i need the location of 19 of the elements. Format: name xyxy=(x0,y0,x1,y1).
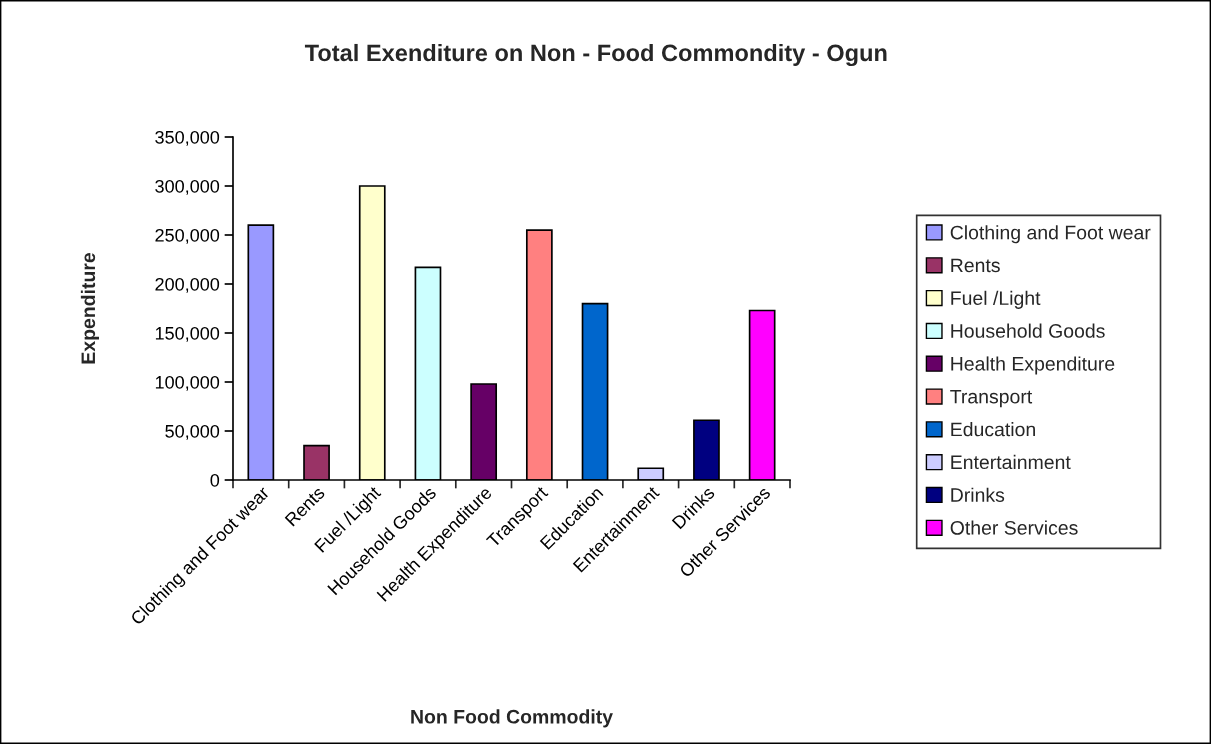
legend-label: Transport xyxy=(950,389,1033,408)
legend-label: Rents xyxy=(951,258,1000,273)
x-axis-title: Non Food Commodity xyxy=(411,709,613,728)
legend-label: Clothing and Foot wear xyxy=(950,225,1151,244)
legend-label: Entertainment xyxy=(951,454,1071,470)
y-tick-label: 250,000 xyxy=(155,228,220,244)
legend-label: Education xyxy=(951,422,1035,437)
y-tick-label: 350,000 xyxy=(155,130,220,146)
y-tick-label: 0 xyxy=(210,473,220,487)
y-tick-label: 300,000 xyxy=(155,179,220,195)
legend-label: Health Expenditure xyxy=(951,356,1115,375)
y-tick-label: 150,000 xyxy=(155,326,220,342)
y-tick-label: 50,000 xyxy=(165,424,220,440)
y-tick-label: 200,000 xyxy=(155,277,220,293)
legend-label: Household Goods xyxy=(951,323,1105,338)
y-tick-label: 100,000 xyxy=(155,375,220,391)
legend-label: Fuel /Light xyxy=(951,290,1041,309)
chart-title: Total Exenditure on Non - Food Commondity - Ogun xyxy=(304,43,887,67)
y-axis-title: Expenditure xyxy=(80,252,99,364)
